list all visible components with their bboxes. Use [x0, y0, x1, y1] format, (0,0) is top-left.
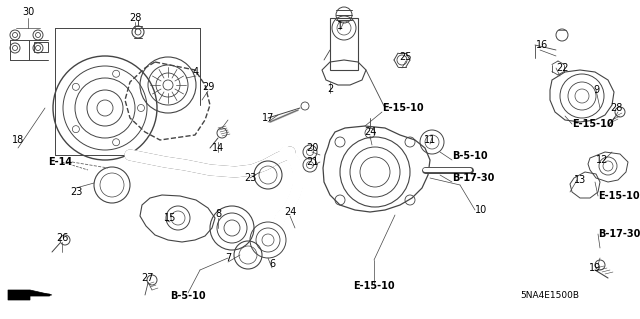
Text: 25: 25: [400, 52, 412, 62]
Text: 19: 19: [589, 263, 601, 273]
Text: 2: 2: [327, 84, 333, 94]
Text: 6: 6: [269, 259, 275, 269]
Text: 28: 28: [610, 103, 622, 113]
Text: 22: 22: [556, 63, 568, 73]
Text: 20: 20: [306, 143, 318, 153]
Text: 18: 18: [12, 135, 24, 145]
Polygon shape: [8, 290, 52, 300]
Text: 27: 27: [141, 273, 154, 283]
Bar: [330, 18, 358, 70]
Text: 10: 10: [475, 205, 487, 215]
Text: 16: 16: [536, 40, 548, 50]
Text: 13: 13: [574, 175, 586, 185]
Text: 23: 23: [244, 173, 256, 183]
Text: B-17-30: B-17-30: [452, 173, 494, 183]
Text: B-5-10: B-5-10: [170, 291, 206, 301]
Text: E-15-10: E-15-10: [598, 191, 639, 201]
Text: 30: 30: [22, 7, 34, 17]
Text: 26: 26: [56, 233, 68, 243]
Text: 1: 1: [337, 21, 343, 31]
Text: 7: 7: [225, 253, 231, 263]
Text: 23: 23: [70, 187, 82, 197]
Text: 21: 21: [306, 157, 318, 167]
Text: 14: 14: [212, 143, 224, 153]
Text: E-14: E-14: [48, 157, 72, 167]
Text: E-15-10: E-15-10: [382, 103, 424, 113]
Text: 9: 9: [593, 85, 599, 95]
Bar: [34, 42, 48, 52]
Text: 15: 15: [164, 213, 176, 223]
Text: 12: 12: [596, 155, 608, 165]
Text: 8: 8: [215, 209, 221, 219]
Text: 17: 17: [262, 113, 274, 123]
Text: 5NA4E1500B: 5NA4E1500B: [520, 292, 579, 300]
Text: 24: 24: [284, 207, 296, 217]
Text: B-5-10: B-5-10: [452, 151, 488, 161]
Text: 4: 4: [193, 67, 199, 77]
Text: 11: 11: [424, 135, 436, 145]
Text: E-15-10: E-15-10: [572, 119, 614, 129]
Text: E-15-10: E-15-10: [353, 281, 395, 291]
Text: B-17-30: B-17-30: [598, 229, 640, 239]
Text: 24: 24: [364, 127, 376, 137]
Text: 28: 28: [129, 13, 141, 23]
Text: 29: 29: [202, 82, 214, 92]
